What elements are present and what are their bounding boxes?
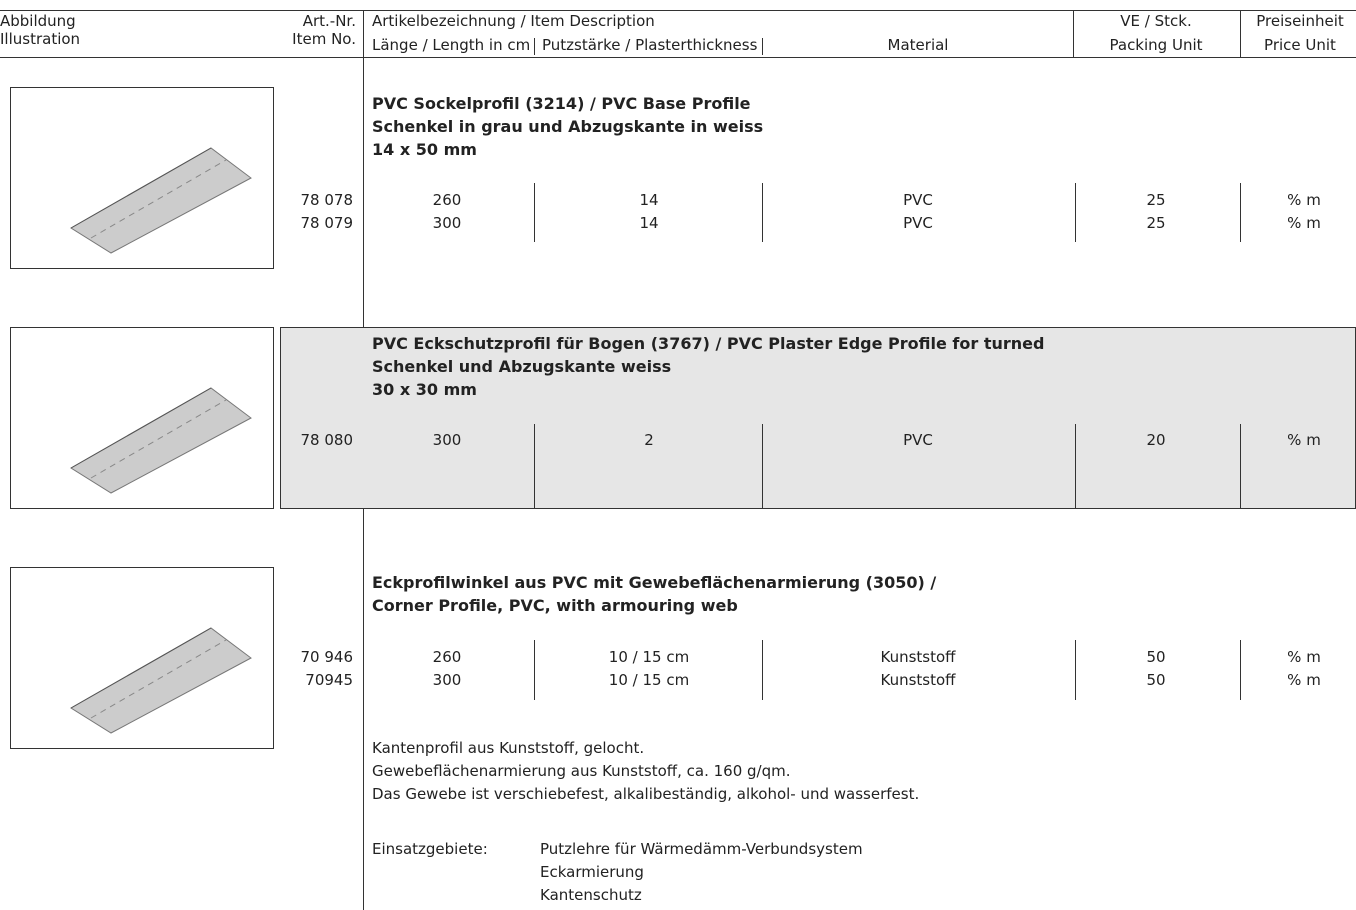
- separator: [762, 640, 763, 700]
- length: 260: [432, 191, 462, 209]
- product-title: 30 x 30 mm: [372, 380, 477, 399]
- usage-label: Einsatzgebiete:: [372, 840, 488, 858]
- item-no: 70945: [305, 671, 353, 689]
- item-no: 78 080: [300, 431, 354, 449]
- product-title: 14 x 50 mm: [372, 140, 477, 159]
- plaster: 14: [639, 214, 659, 232]
- product-title: Schenkel in grau und Abzugskante in weis…: [372, 117, 764, 136]
- header-text: Packing Unit: [1109, 36, 1203, 54]
- item-no: 78 079: [300, 214, 354, 232]
- length: 300: [432, 214, 462, 232]
- product-title: PVC Eckschutzprofil für Bogen (3767) / P…: [372, 334, 1045, 353]
- packing: 25: [1146, 214, 1166, 232]
- rule: [762, 38, 763, 55]
- header-text: Price Unit: [1264, 36, 1336, 54]
- usage-item: Putzlehre für Wärmedämm-Verbundsystem: [540, 840, 863, 858]
- product-title: Schenkel und Abzugskante weiss: [372, 357, 672, 376]
- packing: 50: [1146, 671, 1166, 689]
- price: % m: [1287, 431, 1321, 449]
- product-image: [70, 627, 252, 734]
- plaster: 10 / 15 cm: [608, 648, 690, 666]
- separator: [534, 183, 535, 242]
- note: Das Gewebe ist verschiebefest, alkalibes…: [372, 785, 920, 803]
- separator: [762, 424, 763, 508]
- header-text: Art.-Nr.: [302, 12, 356, 30]
- plaster: 14: [639, 191, 659, 209]
- note: Gewebeflächenarmierung aus Kunststoff, c…: [372, 762, 791, 780]
- material: PVC: [903, 214, 933, 232]
- rule: [0, 10, 1356, 11]
- packing: 25: [1146, 191, 1166, 209]
- usage-item: Kantenschutz: [540, 886, 642, 904]
- header-text: Artikelbezeichnung / Item Description: [372, 12, 655, 30]
- packing: 50: [1146, 648, 1166, 666]
- separator: [762, 183, 763, 242]
- product-image: [70, 147, 252, 254]
- separator: [1075, 424, 1076, 508]
- header-text: Material: [887, 36, 949, 54]
- header-text: Länge / Length in cm: [372, 36, 531, 54]
- separator: [534, 424, 535, 508]
- product-title: Corner Profile, PVC, with armouring web: [372, 596, 738, 615]
- rule: [1240, 10, 1241, 57]
- illustration: [10, 567, 274, 749]
- material: Kunststoff: [880, 648, 956, 666]
- header-text: Putzstärke / Plasterthickness: [542, 36, 758, 54]
- rule: [0, 57, 1356, 58]
- illustration: [10, 87, 274, 269]
- packing: 20: [1146, 431, 1166, 449]
- row-band: [280, 327, 1356, 509]
- plaster: 10 / 15 cm: [608, 671, 690, 689]
- material: Kunststoff: [880, 671, 956, 689]
- separator: [1240, 183, 1241, 242]
- product-image: [70, 387, 252, 494]
- product-title: PVC Sockelprofil (3214) / PVC Base Profi…: [372, 94, 751, 113]
- length: 300: [432, 431, 462, 449]
- material: PVC: [903, 431, 933, 449]
- price: % m: [1287, 214, 1321, 232]
- plaster: 2: [644, 431, 654, 449]
- material: PVC: [903, 191, 933, 209]
- illustration: [10, 327, 274, 509]
- rule: [534, 38, 535, 55]
- separator: [1075, 183, 1076, 242]
- header-text: Preiseinheit: [1256, 12, 1344, 30]
- length: 260: [432, 648, 462, 666]
- rule: [1073, 10, 1074, 57]
- header-text: Illustration: [0, 30, 81, 48]
- separator: [1240, 640, 1241, 700]
- item-no: 78 078: [300, 191, 354, 209]
- price: % m: [1287, 191, 1321, 209]
- header-text: Item No.: [292, 30, 356, 48]
- note: Kantenprofil aus Kunststoff, gelocht.: [372, 739, 645, 757]
- separator: [534, 640, 535, 700]
- item-no: 70 946: [300, 648, 354, 666]
- separator: [1075, 640, 1076, 700]
- header-text: Abbildung: [0, 12, 76, 30]
- header-text: VE / Stck.: [1120, 12, 1192, 30]
- price: % m: [1287, 648, 1321, 666]
- usage-item: Eckarmierung: [540, 863, 644, 881]
- length: 300: [432, 671, 462, 689]
- separator: [1240, 424, 1241, 508]
- product-title: Eckprofilwinkel aus PVC mit Gewebefläche…: [372, 573, 937, 592]
- price: % m: [1287, 671, 1321, 689]
